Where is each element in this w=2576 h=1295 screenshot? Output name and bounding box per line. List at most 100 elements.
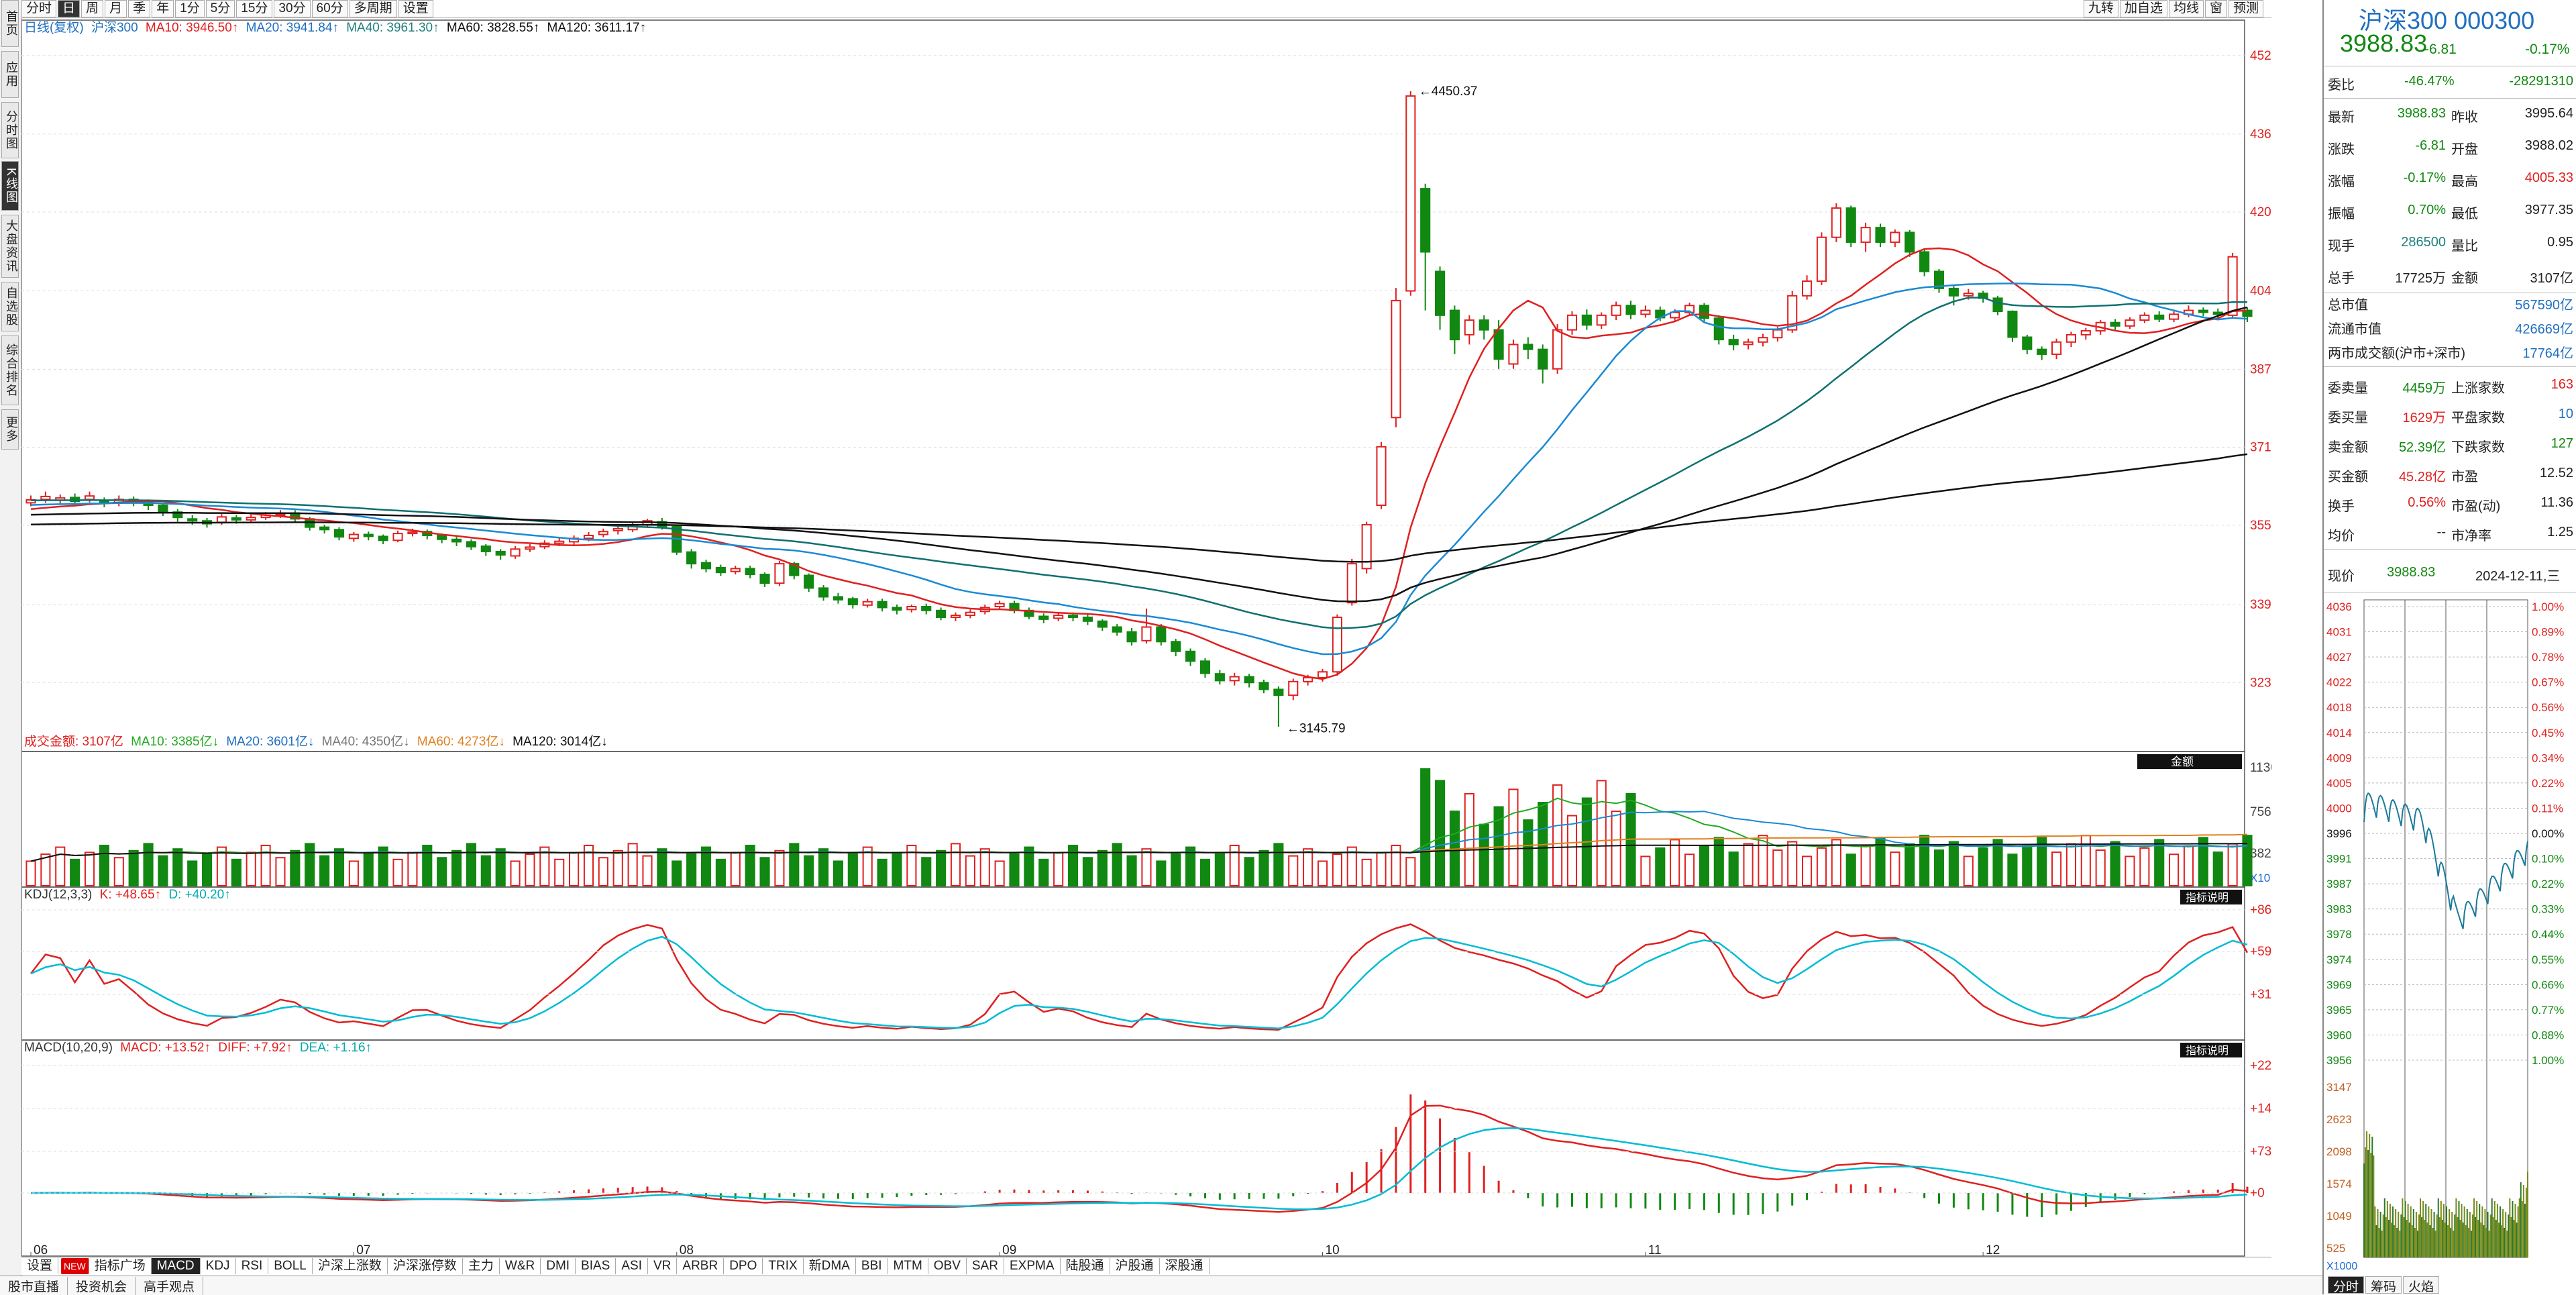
- volume-bar: [612, 849, 623, 887]
- rail-item-3[interactable]: K线图: [1, 161, 19, 211]
- indicator-tab-11[interactable]: DMI: [541, 1258, 576, 1274]
- indicator-tab-3[interactable]: MACD: [151, 1258, 201, 1274]
- indicator-tab-14[interactable]: VR: [648, 1258, 678, 1274]
- intraday-mini-chart[interactable]: 4036 1.00% 4031 0.89% 4027 0.78% 4022 0.67% 4018…: [2324, 593, 2576, 1278]
- period-button-9[interactable]: 30分: [274, 0, 311, 17]
- mini-pct-label: 0.78%: [2532, 651, 2564, 664]
- indicator-tab-17[interactable]: TRIX: [763, 1258, 804, 1274]
- rail-item-1[interactable]: 应用: [1, 51, 19, 98]
- indicator-tab-25[interactable]: 沪股通: [1110, 1258, 1160, 1274]
- volume-bar: [246, 851, 256, 887]
- order-row-4: 换手 0.56% 市盈(动) 11.36: [2324, 487, 2576, 519]
- tool-button-2[interactable]: 均线: [2168, 0, 2204, 17]
- tool-button-0[interactable]: 九转: [2083, 0, 2118, 17]
- kline-chart[interactable]: 4523 4362 4202 4040 3879 3719 3559 3396 3236 ←445…: [21, 17, 2271, 1257]
- indicator-tab-7[interactable]: 沪深上涨数: [313, 1258, 388, 1274]
- rail-item-6[interactable]: 综合排名: [1, 335, 19, 405]
- indicator-tab-10[interactable]: W&R: [500, 1258, 541, 1274]
- period-button-6[interactable]: 1分: [175, 0, 205, 17]
- status-link-2[interactable]: 高手观点: [136, 1276, 204, 1295]
- period-button-3[interactable]: 月: [105, 0, 127, 17]
- indicator-tab-20[interactable]: MTM: [888, 1258, 928, 1274]
- indicator-tab-0[interactable]: 设置: [21, 1258, 59, 1274]
- indicator-tab-16[interactable]: DPO: [724, 1258, 763, 1274]
- candle: [1508, 340, 1519, 369]
- indicator-tab-12[interactable]: BIAS: [576, 1258, 616, 1274]
- volume-bar: [40, 853, 51, 887]
- indicator-tab-19[interactable]: BBI: [856, 1258, 888, 1274]
- mini-tab-2[interactable]: 火焰: [2403, 1276, 2439, 1294]
- indicator-tab-26[interactable]: 深股通: [1160, 1258, 1210, 1274]
- indicator-tab-13[interactable]: ASI: [616, 1258, 648, 1274]
- indicator-tab-9[interactable]: 主力: [463, 1258, 500, 1274]
- indicator-tab-15[interactable]: ARBR: [677, 1258, 724, 1274]
- order-value: 4459万: [2402, 381, 2447, 396]
- status-link-0[interactable]: 股市直播: [0, 1276, 68, 1295]
- indicator-tab-4[interactable]: KDJ: [201, 1258, 236, 1274]
- volume-bar: [1904, 843, 1915, 887]
- period-button-7[interactable]: 5分: [205, 0, 235, 17]
- status-link-1[interactable]: 投资机会: [68, 1276, 136, 1295]
- period-toolbar: 分时日周月季年 1分 5分 15分 30分 60分 多周期 设置: [21, 0, 2271, 18]
- indicator-tab-24[interactable]: 陆股通: [1061, 1258, 1110, 1274]
- price-tick-label: 3879: [2250, 362, 2271, 376]
- period-button-2[interactable]: 周: [81, 0, 104, 17]
- ma20-line: [30, 282, 2248, 656]
- quote-label: 昨收: [2451, 110, 2478, 125]
- quote-value: 17725万: [2395, 271, 2446, 286]
- period-button-8[interactable]: 15分: [236, 0, 273, 17]
- vol-ma10: MA10: 3385亿↓: [131, 735, 219, 749]
- candle: [2037, 346, 2047, 360]
- indicator-tab-8[interactable]: 沪深涨停数: [388, 1258, 463, 1274]
- legend-name: 沪深300: [91, 21, 138, 35]
- quote-value: 3988.83: [2397, 106, 2446, 121]
- kdj-tick-label: +86.82: [2250, 903, 2271, 917]
- rail-item-0[interactable]: 首页: [1, 0, 19, 47]
- period-button-11[interactable]: 多周期: [349, 0, 397, 17]
- period-button-5[interactable]: 年: [152, 0, 174, 17]
- period-button-0[interactable]: 分时: [21, 0, 57, 17]
- indicator-tab-23[interactable]: EXPMA: [1004, 1258, 1061, 1274]
- indicator-tab-2[interactable]: 指标广场: [89, 1258, 152, 1274]
- indicator-tab-5[interactable]: RSI: [236, 1258, 269, 1274]
- candle: [422, 529, 433, 539]
- mini-pct-label: 0.10%: [2532, 853, 2564, 866]
- volume-bar: [480, 855, 491, 887]
- tool-button-4[interactable]: 预测: [2228, 0, 2263, 17]
- volume-bar: [2212, 851, 2223, 886]
- rail-item-2[interactable]: 分时图: [1, 102, 19, 158]
- kdj-help-button[interactable]: [2180, 890, 2242, 904]
- rail-item-4[interactable]: 大盘资讯: [1, 215, 19, 278]
- tool-button-3[interactable]: 窗: [2204, 0, 2227, 17]
- period-button-4[interactable]: 季: [128, 0, 151, 17]
- indicator-tab-21[interactable]: OBV: [928, 1258, 967, 1274]
- tool-button-1[interactable]: 加自选: [2119, 0, 2167, 17]
- volume-bar: [789, 843, 800, 886]
- macd-dea: DEA: +1.16↑: [299, 1041, 372, 1055]
- period-button-1[interactable]: 日: [58, 0, 80, 17]
- weibi-value: -46.47%: [2404, 74, 2455, 89]
- period-button-10[interactable]: 60分: [311, 0, 348, 17]
- volume-bar: [1126, 855, 1137, 887]
- macd-help-button[interactable]: [2180, 1043, 2242, 1057]
- volume-bar: [1420, 768, 1431, 886]
- candle: [1038, 613, 1049, 623]
- volume-bar: [569, 851, 580, 887]
- volume-bar: [1171, 853, 1181, 887]
- mini-tab-0[interactable]: 分时: [2328, 1276, 2364, 1294]
- indicator-tab-6[interactable]: BOLL: [268, 1258, 313, 1274]
- main-legend: 日线(复权) 沪深300 MA10: 3946.50↑ MA20: 3941.8…: [24, 20, 650, 36]
- rail-item-7[interactable]: 更多: [1, 409, 19, 450]
- rail-item-5[interactable]: 自选股: [1, 282, 19, 331]
- period-button-12[interactable]: 设置: [398, 0, 433, 17]
- indicator-tab-1[interactable]: NEW: [61, 1258, 89, 1274]
- order-value: 163: [2551, 377, 2573, 392]
- quote-row-3: 振幅 0.70% 最低 3977.35: [2324, 195, 2576, 227]
- mini-tab-1[interactable]: 筹码: [2365, 1276, 2402, 1294]
- volume-badge[interactable]: [2137, 754, 2242, 769]
- indicator-tab-18[interactable]: 新DMA: [804, 1258, 856, 1274]
- indicator-tab-22[interactable]: SAR: [967, 1258, 1004, 1274]
- candle: [1097, 619, 1108, 631]
- mini-price-label: 3974: [2326, 953, 2352, 966]
- candle: [1464, 315, 1474, 345]
